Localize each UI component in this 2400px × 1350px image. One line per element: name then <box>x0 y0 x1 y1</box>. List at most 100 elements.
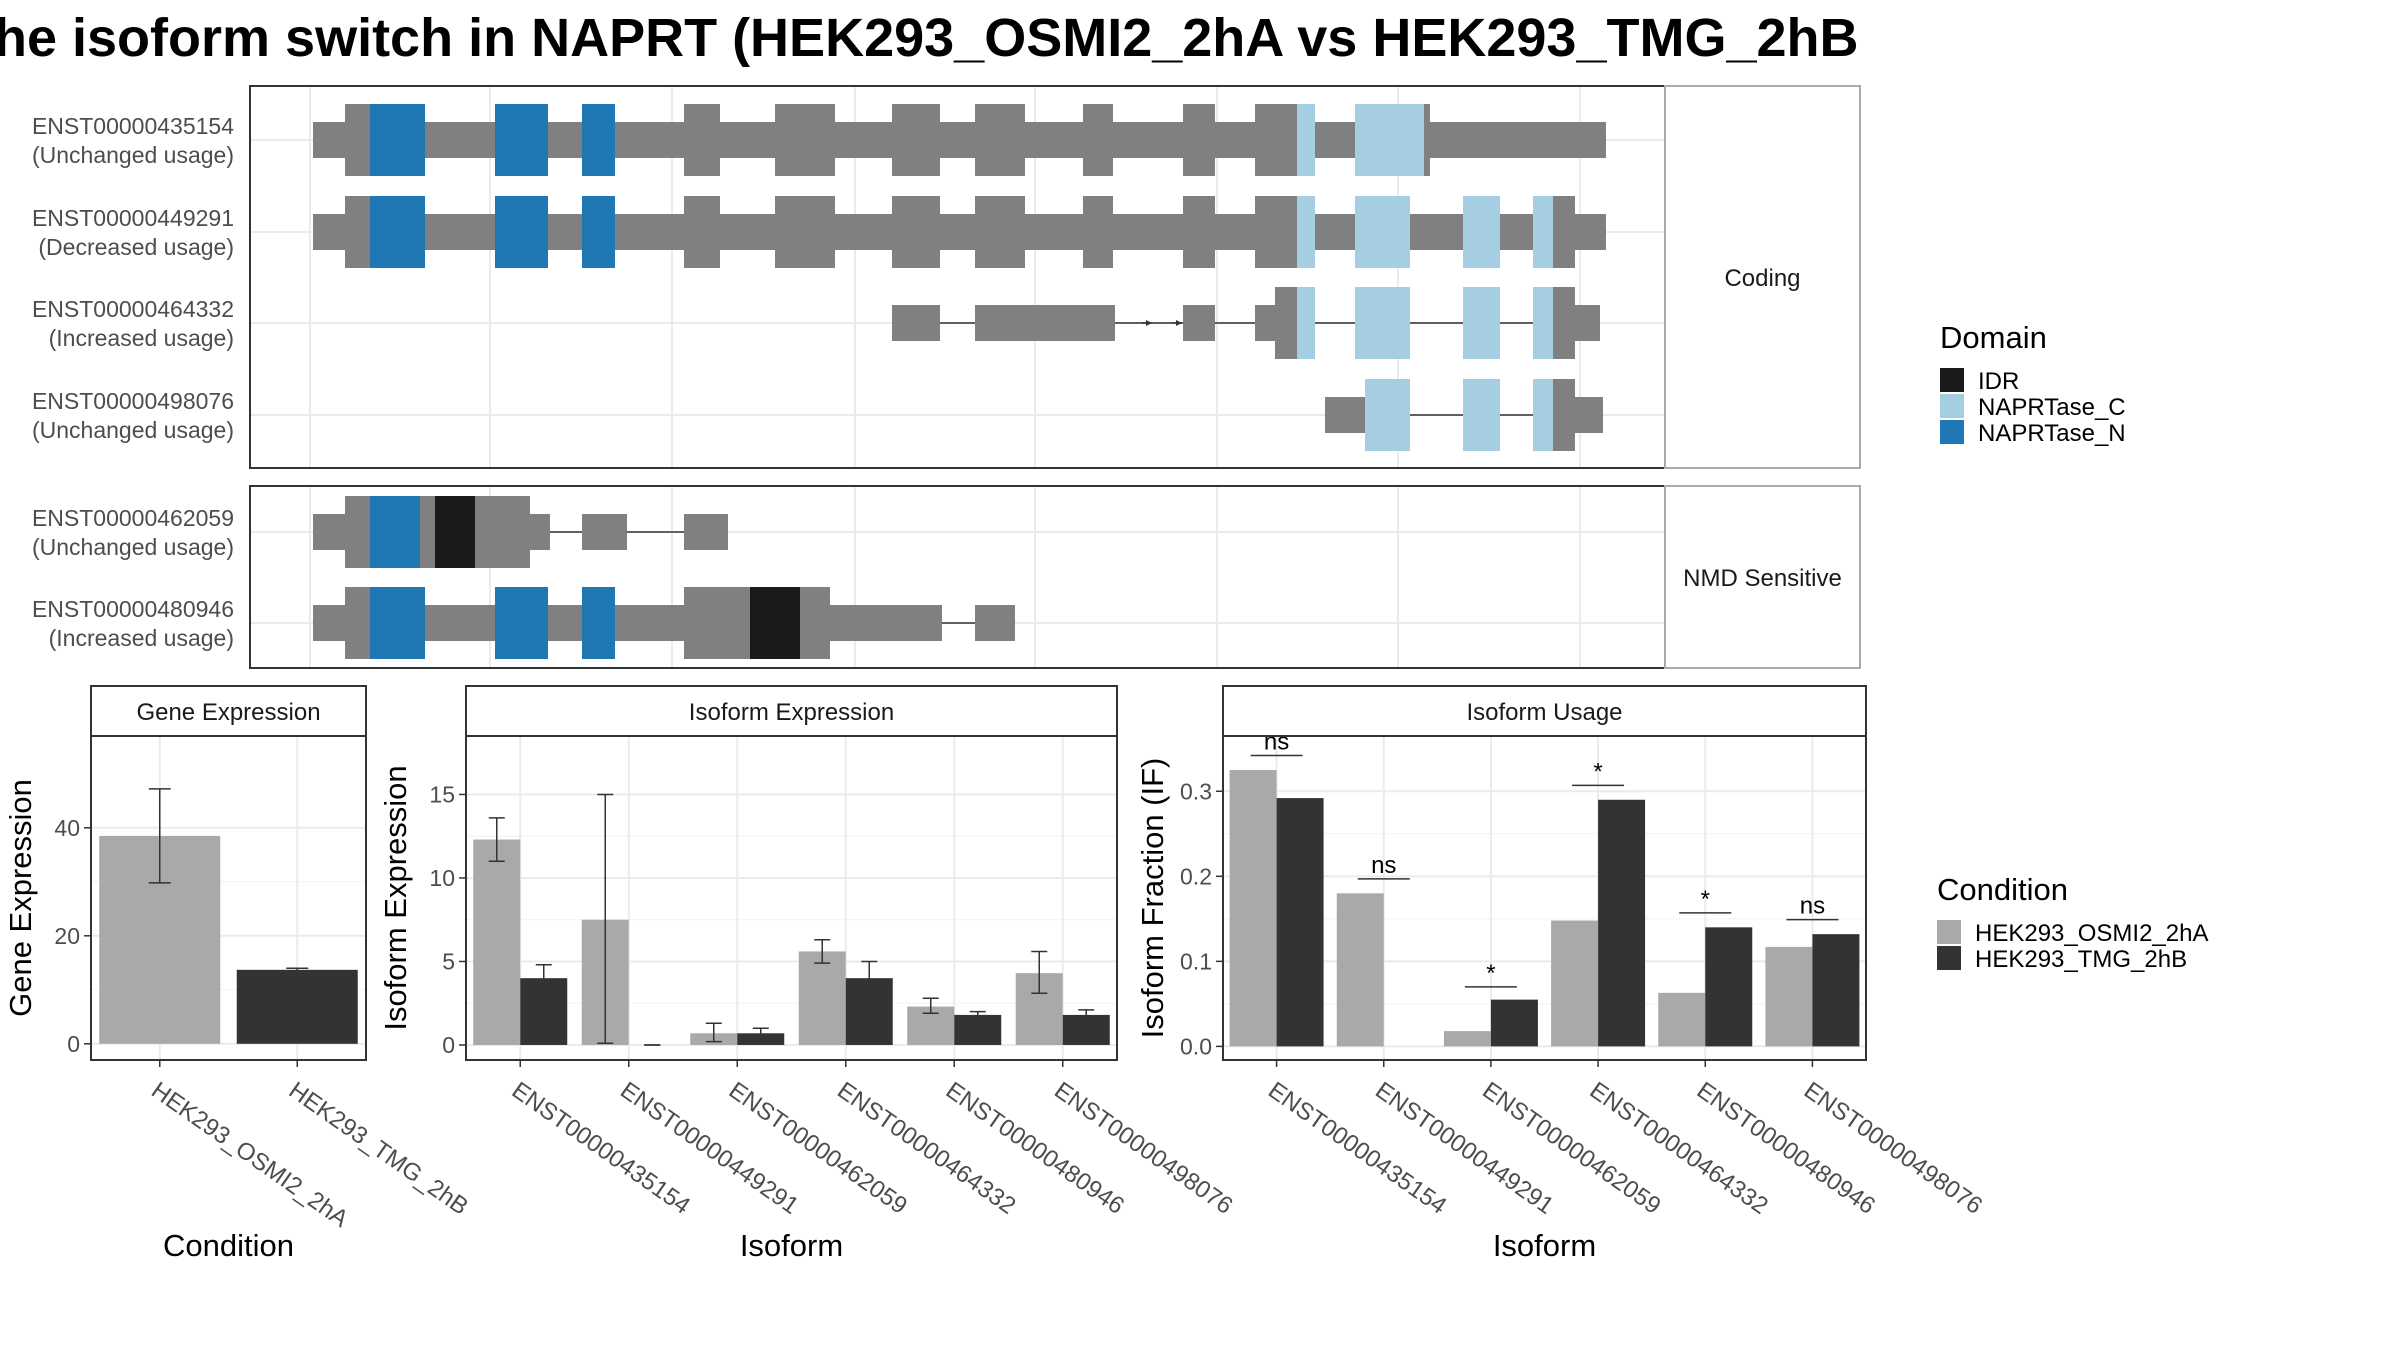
condition-legend-label: HEK293_OSMI2_2hA <box>1975 920 2208 947</box>
domain-legend-swatch <box>1940 368 1964 392</box>
y-tick-label: 10 <box>429 865 455 891</box>
transcript-usage-label: (Unchanged usage) <box>32 142 234 168</box>
domain-block-naprtase_c <box>1297 287 1315 359</box>
bar-ENST00000435154-HEK293_OSMI2_2hA <box>1229 770 1277 1047</box>
domain-block-naprtase_n <box>370 496 420 568</box>
bar-HEK293_TMG_2hB <box>236 969 358 1044</box>
domain-block-naprtase_c <box>1463 379 1500 451</box>
domain-block-naprtase_n <box>582 196 615 268</box>
y-tick-label: 0.2 <box>1180 863 1212 889</box>
y-tick-label: 15 <box>429 781 455 807</box>
exon-block <box>1183 196 1215 268</box>
transcript-id-label: ENST00000480946 <box>32 596 234 622</box>
exon-block <box>1255 305 1275 341</box>
x-tick-label: ENST00000435154 <box>507 1077 695 1220</box>
direction-arrow-head <box>1176 320 1182 326</box>
significance-label: * <box>1486 960 1495 987</box>
direction-arrow-head <box>1146 320 1152 326</box>
transcript-usage-label: (Decreased usage) <box>38 234 234 260</box>
bar-ENST00000464332-HEK293_OSMI2_2hA <box>798 951 846 1045</box>
x-tick-label: ENST00000480946 <box>941 1077 1129 1220</box>
exon-block <box>1083 196 1113 268</box>
exon-block <box>1183 104 1215 176</box>
exon-block <box>975 605 1015 641</box>
domain-block-idr <box>435 496 475 568</box>
x-axis-label: Condition <box>163 1228 294 1263</box>
structure-facet-label: Coding <box>1724 265 1800 292</box>
exon-block <box>1255 196 1297 268</box>
chart-strip <box>1222 685 1867 737</box>
exon-block <box>345 496 370 568</box>
transcript-usage-label: (Increased usage) <box>49 325 234 351</box>
exon-block <box>684 514 728 550</box>
exon-block <box>684 587 750 659</box>
exon-block <box>345 104 370 176</box>
exon-block <box>1325 397 1365 433</box>
chart-title: Isoform Usage <box>1466 699 1622 726</box>
chart-title: Gene Expression <box>136 699 320 726</box>
figure-title: he isoform switch in NAPRT (HEK293_OSMI2… <box>0 8 1859 68</box>
exon-block <box>684 196 720 268</box>
transcript-id-label: ENST00000462059 <box>32 505 234 531</box>
domain-legend-label: NAPRTase_C <box>1978 394 2126 421</box>
domain-block-naprtase_n <box>370 196 425 268</box>
bar-ENST00000462059-HEK293_OSMI2_2hA <box>1443 1031 1491 1047</box>
exon-block <box>1083 104 1113 176</box>
exon-block <box>1553 379 1575 451</box>
domain-block-naprtase_c <box>1297 196 1315 268</box>
exon-block <box>345 196 370 268</box>
y-tick-label: 5 <box>442 948 455 974</box>
transcript-id-label: ENST00000498076 <box>32 388 234 414</box>
transcript-track-ENST00000462059: ENST00000462059 (Unchanged usage) <box>32 496 728 568</box>
structure-facet-label: NMD Sensitive <box>1683 565 1842 592</box>
exon-block <box>345 587 370 659</box>
domain-block-naprtase_n <box>370 104 425 176</box>
exon-block <box>582 514 627 550</box>
bar-ENST00000462059-HEK293_TMG_2hB <box>737 1033 785 1045</box>
domain-block-naprtase_c <box>1355 104 1424 176</box>
x-tick-label: ENST00000462059 <box>1477 1077 1665 1220</box>
structure-facet-coding: ENST00000435154(Unchanged usage) ENST0000… <box>32 85 1861 469</box>
x-axis-label: Isoform <box>740 1228 843 1263</box>
bar-ENST00000498076-HEK293_TMG_2hB <box>1812 934 1860 1047</box>
domain-block-naprtase_c <box>1297 104 1315 176</box>
domain-legend-label: NAPRTase_N <box>1978 420 2126 447</box>
exon-block <box>530 514 550 550</box>
exon-block <box>1183 305 1215 341</box>
exon-block <box>420 496 435 568</box>
domain-block-idr <box>750 587 800 659</box>
transcript-track-ENST00000435154: ENST00000435154 (Unchanged usage) <box>32 104 1606 176</box>
exon-block <box>1575 305 1600 341</box>
chart-plot-area <box>1223 736 1866 1060</box>
chart-plot-area <box>466 736 1117 1060</box>
transcript-track-ENST00000498076: ENST00000498076 (Unchanged usage) <box>32 379 1603 451</box>
y-tick-label: 40 <box>54 815 80 841</box>
x-tick-label: ENST00000449291 <box>615 1077 803 1220</box>
transcript-id-label: ENST00000464332 <box>32 296 234 322</box>
domain-legend-swatch <box>1940 420 1964 444</box>
x-tick-label: ENST00000435154 <box>1263 1077 1451 1220</box>
significance-label: * <box>1593 758 1602 785</box>
exon-block <box>1424 122 1606 158</box>
chart-title: Isoform Expression <box>689 699 894 726</box>
exon-block <box>892 305 940 341</box>
bar-ENST00000462059-HEK293_TMG_2hB <box>1490 999 1538 1047</box>
exon-block <box>892 196 940 268</box>
exon-block <box>1255 104 1297 176</box>
domain-block-naprtase_c <box>1463 287 1500 359</box>
domain-block-naprtase_n <box>370 587 425 659</box>
domain-block-naprtase_n <box>582 104 615 176</box>
bar-ENST00000480946-HEK293_TMG_2hB <box>954 1014 1002 1045</box>
condition-legend-label: HEK293_TMG_2hB <box>1975 946 2187 973</box>
transcript-usage-label: (Unchanged usage) <box>32 534 234 560</box>
y-tick-label: 0.0 <box>1180 1033 1212 1059</box>
structure-facet-strip <box>1664 85 1861 469</box>
exon-block <box>1575 397 1603 433</box>
chart-strip <box>90 685 367 737</box>
bar-ENST00000480946-HEK293_TMG_2hB <box>1705 927 1753 1047</box>
domain-block-naprtase_n <box>495 196 548 268</box>
y-tick-label: 0 <box>442 1032 455 1058</box>
